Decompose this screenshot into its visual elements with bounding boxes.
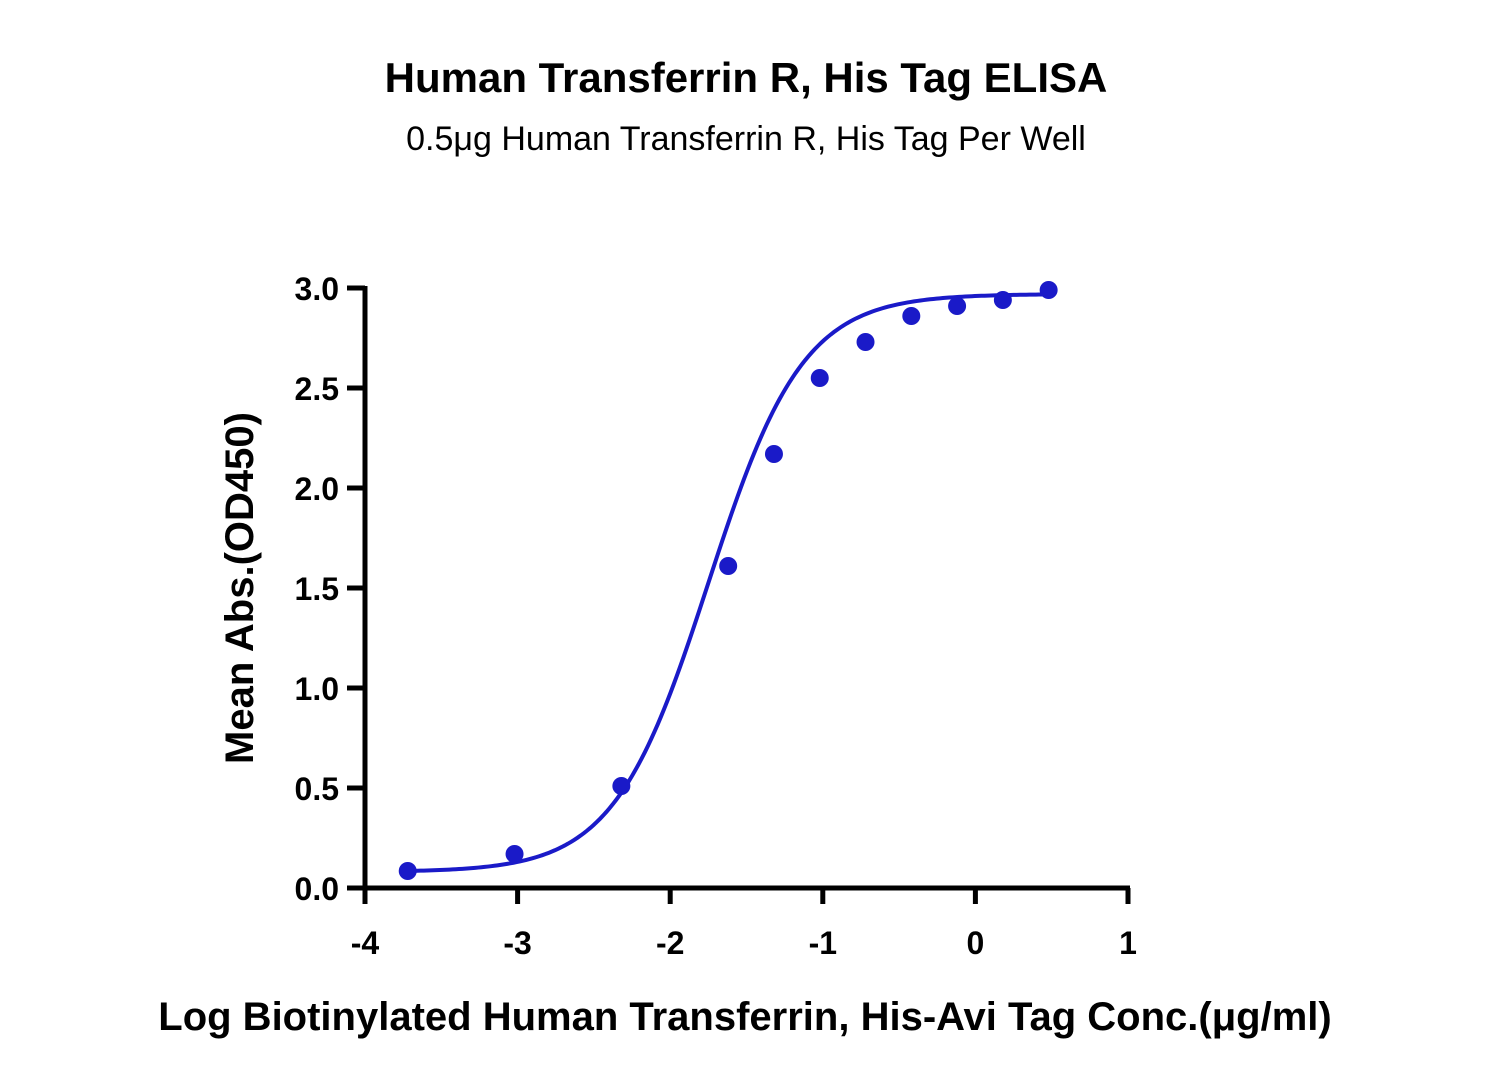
chart-subtitle: 0.5μg Human Transferrin R, His Tag Per W… [406, 120, 1086, 158]
data-point [902, 307, 921, 325]
fit-curve-layer [407, 292, 1049, 873]
data-point [612, 777, 631, 795]
y-tick-label: 2.5 [295, 371, 339, 407]
data-point [993, 291, 1012, 309]
y-axis-ticks: 0.0 0.5 1.0 1.5 2.0 2.5 3.0 [295, 271, 365, 907]
fit-curve [407, 292, 1049, 873]
x-tick-label: -3 [503, 925, 531, 961]
y-tick-label: 1.0 [295, 671, 339, 707]
x-tick-label: 1 [1119, 925, 1137, 961]
data-point [719, 557, 738, 575]
data-point [1039, 281, 1058, 299]
x-tick-label: -4 [351, 925, 380, 961]
x-tick-label: -2 [656, 925, 684, 961]
data-point [398, 862, 417, 880]
y-tick-label: 0.0 [295, 871, 339, 907]
x-tick-label: 0 [967, 925, 985, 961]
data-points [398, 281, 1058, 880]
y-axis-label: Mean Abs.(OD450) [218, 412, 262, 764]
y-tick-label: 1.5 [295, 571, 339, 607]
data-point [764, 445, 783, 463]
axes [362, 286, 1130, 891]
x-tick-label: -1 [809, 925, 837, 961]
y-tick-label: 0.5 [295, 771, 339, 807]
chart-title: Human Transferrin R, His Tag ELISA [385, 54, 1108, 101]
x-axis-ticks: -4 -3 -2 -1 0 1 [351, 888, 1137, 961]
y-tick-label: 2.0 [295, 471, 339, 507]
y-tick-label: 3.0 [295, 271, 339, 307]
data-point [948, 297, 967, 315]
data-point [505, 845, 524, 863]
data-point [810, 369, 829, 387]
data-point [856, 333, 875, 351]
x-axis-label: Log Biotinylated Human Transferrin, His-… [158, 995, 1331, 1039]
